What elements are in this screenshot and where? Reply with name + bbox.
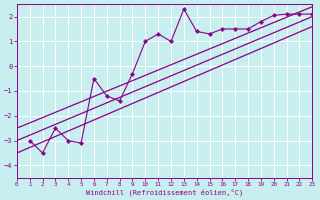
X-axis label: Windchill (Refroidissement éolien,°C): Windchill (Refroidissement éolien,°C) xyxy=(86,188,243,196)
